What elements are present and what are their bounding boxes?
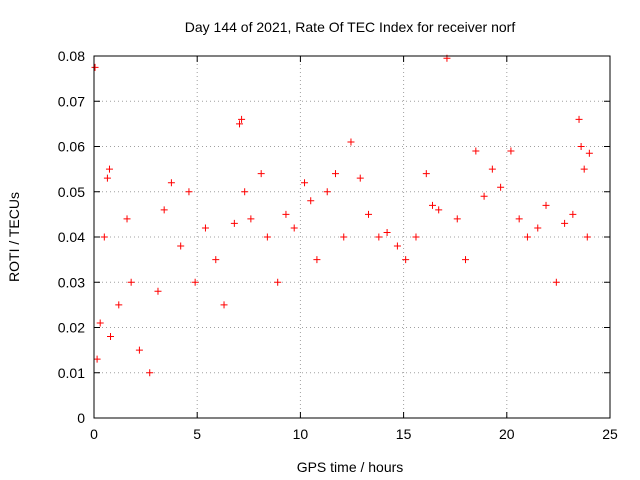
data-point — [313, 256, 321, 264]
data-point — [146, 369, 154, 377]
data-point — [515, 215, 523, 223]
data-point — [154, 287, 162, 295]
data-point — [301, 179, 309, 187]
data-point — [428, 201, 436, 209]
data-point — [534, 224, 542, 232]
data-point — [453, 215, 461, 223]
data-point — [585, 149, 593, 157]
data-point — [412, 233, 420, 241]
data-point — [282, 210, 290, 218]
data-point — [435, 206, 443, 214]
data-point — [583, 233, 591, 241]
data-point — [507, 147, 515, 155]
data-point — [247, 215, 255, 223]
axis-ticks: 0 5 10 15 20 25 0 0.01 0.02 0.03 0.04 0.05 0.06 0.07 0… — [58, 48, 618, 442]
data-point — [274, 278, 282, 286]
data-point — [577, 143, 585, 150]
data-point — [365, 210, 373, 218]
data-point — [127, 278, 135, 286]
y-tick-label: 0.03 — [58, 274, 85, 290]
data-point — [123, 215, 131, 223]
data-point — [569, 210, 577, 218]
data-point — [115, 301, 123, 309]
data-point — [580, 165, 588, 173]
data-point — [561, 219, 569, 227]
data-point — [241, 188, 249, 196]
data-point — [167, 179, 175, 187]
data-point — [290, 224, 298, 232]
data-point — [230, 219, 238, 227]
y-tick-label: 0.08 — [58, 48, 85, 64]
data-point — [238, 115, 246, 123]
data-point — [488, 165, 496, 173]
data-point — [91, 63, 99, 71]
data-point — [100, 233, 108, 241]
x-axis-label: GPS time / hours — [297, 459, 404, 475]
data-point — [177, 242, 185, 250]
plot-frame — [93, 55, 611, 419]
data-point — [236, 120, 244, 128]
data-point — [212, 256, 220, 264]
data-point — [347, 138, 355, 146]
x-tick-label: 0 — [90, 426, 98, 442]
x-tick-label: 20 — [499, 426, 515, 442]
data-point — [472, 147, 480, 155]
data-point — [107, 333, 115, 341]
data-point — [257, 170, 265, 178]
chart-title: Day 144 of 2021, Rate Of TEC Index for r… — [185, 19, 516, 35]
data-point — [103, 174, 111, 182]
data-point — [263, 233, 271, 241]
data-point — [105, 165, 113, 173]
data-point — [575, 115, 583, 123]
data-point — [375, 233, 383, 241]
y-tick-label: 0.07 — [58, 93, 85, 109]
data-point — [93, 355, 101, 363]
grid-lines — [94, 56, 610, 418]
y-axis-label: ROTI / TECUs — [6, 192, 22, 282]
x-tick-label: 10 — [293, 426, 309, 442]
data-point — [422, 170, 430, 178]
y-tick-label: 0 — [77, 410, 85, 426]
x-tick-label: 25 — [602, 426, 618, 442]
data-point — [96, 319, 104, 327]
data-point — [523, 233, 531, 241]
y-tick-label: 0.06 — [58, 139, 85, 155]
data-point — [480, 192, 488, 200]
data-point — [135, 346, 143, 354]
data-point — [462, 256, 470, 264]
data-point — [356, 174, 364, 182]
data-point — [323, 188, 331, 196]
data-point — [402, 256, 410, 264]
y-tick-label: 0.02 — [58, 320, 85, 336]
data-point — [542, 201, 550, 209]
data-point — [331, 170, 339, 178]
data-point — [191, 278, 199, 286]
data-points — [91, 54, 593, 377]
data-point — [552, 278, 560, 286]
x-tick-label: 15 — [396, 426, 412, 442]
y-tick-label: 0.05 — [58, 184, 85, 200]
data-point — [160, 206, 168, 214]
data-point — [497, 183, 505, 191]
data-point — [307, 197, 315, 205]
data-point — [220, 301, 228, 309]
data-point — [393, 242, 401, 250]
x-tick-label: 5 — [193, 426, 201, 442]
y-tick-label: 0.01 — [58, 365, 85, 381]
data-point — [383, 228, 391, 236]
y-tick-label: 0.04 — [58, 229, 85, 245]
data-point — [340, 233, 348, 241]
data-point — [185, 188, 193, 196]
data-point — [201, 224, 209, 232]
